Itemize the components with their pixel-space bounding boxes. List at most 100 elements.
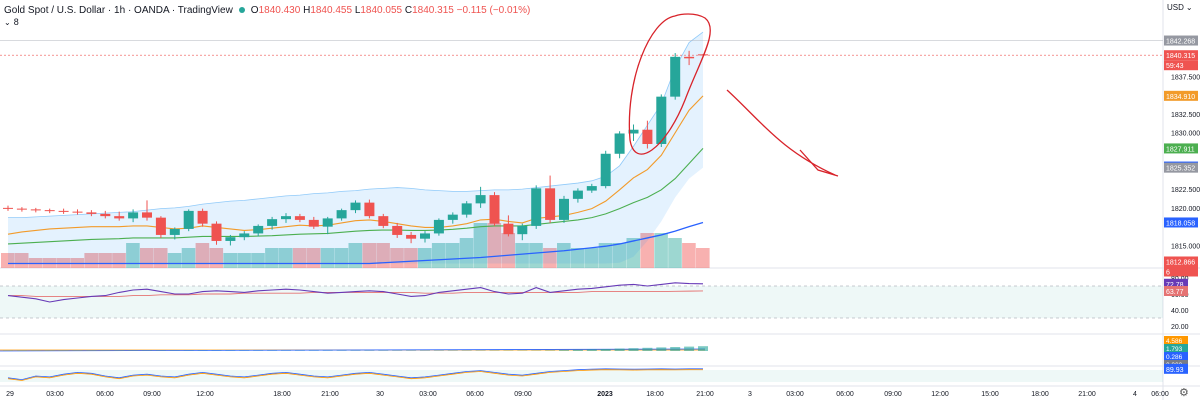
candle-body: [100, 213, 111, 217]
rsi-ma-label: 63.77: [1166, 289, 1184, 296]
ohlc-high: 1840.455: [310, 4, 353, 16]
time-tick: 3: [748, 391, 752, 398]
time-tick: 30: [376, 391, 384, 398]
indicators-count: 8: [13, 17, 19, 27]
time-tick: 2023: [597, 391, 613, 398]
stoch-background: [0, 370, 1163, 382]
candle: [642, 120, 653, 149]
symbol-title[interactable]: Gold Spot / U.S. Dollar · 1h · OANDA · T…: [4, 4, 233, 16]
time-tick: 21:00: [321, 391, 339, 398]
candle-body: [406, 234, 417, 239]
stoch-label-bg: [1164, 363, 1188, 374]
volume-bar: [14, 253, 29, 268]
price-label-bg: [1164, 256, 1198, 267]
indicators-toggle[interactable]: ⌄ 8: [4, 17, 19, 27]
volume-bar: [626, 238, 641, 268]
price-tick: 1820.000: [1171, 206, 1200, 213]
candle-body: [197, 210, 208, 224]
candle: [572, 188, 583, 203]
candle: [406, 231, 417, 244]
macd-histogram-bar: [656, 347, 667, 351]
candle-body: [586, 186, 597, 191]
candle: [72, 209, 83, 215]
rsi-line: [7, 282, 704, 303]
time-tick: 18:00: [646, 391, 664, 398]
candle: [30, 207, 41, 213]
candle: [197, 208, 208, 227]
ohlc-low: 1840.055: [360, 4, 403, 16]
candle-body: [44, 210, 55, 212]
time-tick: 03:00: [786, 391, 804, 398]
price-label: 1842.268: [1166, 39, 1195, 46]
candle: [684, 50, 695, 66]
time-tick: 4: [1133, 391, 1137, 398]
volume-bar: [195, 243, 210, 268]
time-tick: 03:00: [419, 391, 437, 398]
candle-body: [364, 202, 375, 217]
volume-bar: [529, 243, 543, 268]
volume-bar: [515, 243, 529, 268]
macd-histogram-bar: [628, 348, 639, 351]
time-tick: 21:00: [1078, 391, 1096, 398]
volume-bar: [584, 248, 599, 268]
volume-bar: [362, 243, 376, 268]
volume-bar: [418, 248, 432, 268]
macd-line: [0, 348, 706, 352]
candle: [656, 94, 667, 148]
candle-body: [322, 218, 333, 227]
candle-body: [30, 209, 41, 211]
candle: [364, 199, 375, 219]
candle: [447, 212, 458, 224]
candle: [253, 224, 264, 237]
candle: [461, 201, 472, 218]
candle: [183, 209, 194, 232]
gear-icon[interactable]: ⚙: [1179, 387, 1189, 399]
price-change: −0.115 (−0.01%): [456, 4, 531, 16]
candle-body: [559, 198, 569, 220]
volume-bar: [348, 243, 363, 268]
macd-histogram-bar: [614, 348, 625, 351]
candle-body: [350, 202, 361, 211]
volume-bar: [612, 243, 627, 268]
time-tick: 06:00: [1151, 391, 1169, 398]
price-label: 1825.352: [1166, 166, 1195, 173]
candle-body: [155, 217, 166, 235]
candle-body: [72, 211, 83, 213]
candle: [392, 222, 403, 238]
candle: [281, 213, 291, 223]
volume-bar: [459, 238, 474, 268]
candle-body: [169, 228, 180, 235]
time-tick: 29: [6, 391, 14, 398]
volume-bar: [126, 243, 140, 268]
volume-bar: [223, 253, 237, 268]
candle-body: [461, 203, 472, 215]
volume-bar: [237, 253, 251, 268]
volume-bar: [543, 248, 557, 268]
candle-body: [225, 237, 236, 241]
volume-bar: [390, 248, 404, 268]
ema-mid-line: [7, 148, 704, 245]
candle: [600, 150, 611, 189]
volume-bar: [654, 233, 668, 268]
candle: [475, 186, 486, 208]
time-tick: 03:00: [46, 391, 64, 398]
candle-body: [572, 190, 583, 199]
candle-body: [128, 212, 139, 219]
macd-label: 0.286: [1166, 354, 1183, 361]
bollinger-band-fill: [8, 32, 703, 264]
candle-body: [3, 207, 13, 209]
time-tick: 18:00: [273, 391, 291, 398]
price-tick: 1822.500: [1171, 187, 1200, 194]
candle: [86, 210, 97, 217]
candle-body: [628, 129, 639, 134]
ohlc-values: O1840.430 H1840.455 L1840.055 C1840.315 …: [251, 5, 531, 16]
candle-body: [336, 210, 347, 219]
time-tick: 12:00: [931, 391, 949, 398]
macd-label-bg: [1164, 352, 1188, 360]
currency-selector[interactable]: USD ⌄: [1167, 3, 1193, 12]
price-label: 1818.058: [1166, 220, 1195, 227]
price-label: 1834.910: [1166, 94, 1195, 101]
candle-body: [600, 153, 611, 187]
